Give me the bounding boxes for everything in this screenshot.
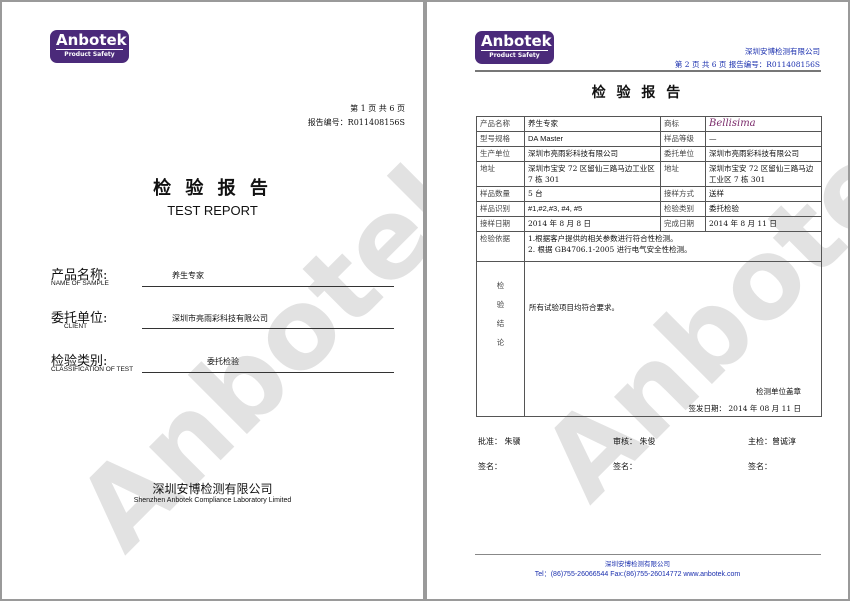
signature-field: 签名： [478,462,502,471]
label-cn: 产品名称: [51,268,108,283]
cell: 商标 [660,116,706,132]
header-page-info: 第 2 页 共 6 页 报告编号：R011408156S [674,60,820,69]
cell: 深圳市亮雨彩科技有限公司 [705,146,822,162]
basis-1: 1.根据客户提供的相关参数进行符合性检测。 [528,234,678,243]
cell: 完成日期 [660,216,706,232]
company-cn: 深圳安博检测有限公司 [152,482,273,496]
table-row-basis: 检验依据 1.根据客户提供的相关参数进行符合性检测。 2. 根据 GB4706.1-… [476,231,822,262]
cell: — [705,131,822,147]
basis-2: 2. 根据 GB4706.1-2005 进行电气安全性检测。 [528,245,692,254]
cell: 委托检验 [705,201,822,217]
cell: 接样方式 [660,186,706,202]
company-en: Shenzhen Anbotek Compliance Laboratory L… [133,497,292,504]
anbotek-logo: Anbotek Product Safety [50,30,129,63]
cell: 样品数量 [476,186,525,202]
footer-company: 深圳安博检测有限公司 [605,560,670,568]
report-page: Anbotek Anbotek Product Safety 深圳安博检测有限公司… [427,2,848,599]
cell: 送样 [705,186,822,202]
cell: 2014 年 8 月 8 日 [524,216,661,232]
table-row: 生产单位 深圳市亮雨彩科技有限公司 委托单位 深圳市亮雨彩科技有限公司 [476,146,822,162]
cell: 产品名称 [476,116,525,132]
cell: 深圳市宝安 72 区留仙三路马边工业区 7 栋 301 [524,161,661,187]
cover-page: Anbotek Anbotek Product Safety 第 1 页 共 6 … [2,2,423,599]
table-row: 样品识别 #1,#2,#3, #4, #5 检验类别 委托检验 [476,201,822,217]
reviewer: 审核： 朱俊 [613,437,656,446]
cell: 2014 年 8 月 11 日 [705,216,822,232]
report-title: 检 验 报 告 [591,85,684,101]
cell: 地址 [660,161,706,187]
cell: 地址 [476,161,525,187]
table-row: 型号规格 DA Master 样品等级 — [476,131,822,147]
stamp-text: 检测单位盖章 [756,387,801,396]
anbotek-logo: Anbotek Product Safety [475,31,554,64]
report-number: 报告编号：R011408156S [307,118,405,127]
table-row: 产品名称 养生专家 商标 Bellisima [476,116,822,132]
cell: 养生专家 [524,116,661,132]
inspector: 主检：曾诚淳 [748,437,796,446]
label-en: CLASSIFICATION OF TEST [51,366,134,373]
cell: 5 台 [524,186,661,202]
value: 委托检验 [207,357,239,366]
cell: 深圳市亮雨彩科技有限公司 [524,146,661,162]
label-en: NAME OF SAMPLE [51,280,109,287]
title-cn: 检 验 报 告 [153,178,272,199]
issue-date: 签发日期： 2014 年 08 月 11 日 [688,404,801,413]
cell: #1,#2,#3, #4, #5 [524,201,661,217]
title-en: TEST REPORT [167,203,258,218]
report-table: 产品名称 养生专家 商标 Bellisima 型号规格 DA Master 样品等级 — 生… [476,116,822,417]
cell: 样品识别 [476,201,525,217]
label-cn: 检验类别: [51,354,108,369]
header-company: 深圳安博检测有限公司 [745,47,820,56]
signature-field: 签名： [748,462,772,471]
value: 养生专家 [172,271,204,280]
conclusion-label: 检验结论 [476,261,525,417]
value: 深圳市亮雨彩科技有限公司 [172,314,268,323]
label-cn: 委托单位: [51,311,108,326]
brand-logo: Bellisima [705,116,822,132]
table-row: 接样日期 2014 年 8 月 8 日完成日期 2014 年 8 月 11 日 [476,216,822,232]
label-en: CLIENT [64,323,88,330]
cell: 深圳市宝安 72 区留仙三路马边工业区 7 栋 301 [705,161,822,187]
conclusion-text: 所有试验项目均符合要求。 [529,303,619,312]
cell: 生产单位 [476,146,525,162]
table-row: 地址 深圳市宝安 72 区留仙三路马边工业区 7 栋 301 地址 深圳市宝安 72 … [476,161,822,187]
footer-contact: Tel：(86)755-26066544 Fax:(86)755-2601477… [534,571,741,578]
table-row-conclusion: 检验结论 所有试验项目均符合要求。 检测单位盖章 签发日期： 2014 年 08… [476,261,822,417]
cell: 检验类别 [660,201,706,217]
cell: 检验依据 [476,231,525,262]
page-info: 第 1 页 共 6 页 [350,104,405,113]
cell: 接样日期 [476,216,525,232]
approver: 批准： 朱骥 [478,437,521,446]
cell: 委托单位 [660,146,706,162]
cell: DA Master [524,131,661,147]
cell: 型号规格 [476,131,525,147]
signature-field: 签名： [613,462,637,471]
table-row: 样品数量 5 台接样方式 送样 [476,186,822,202]
cell: 样品等级 [660,131,706,147]
